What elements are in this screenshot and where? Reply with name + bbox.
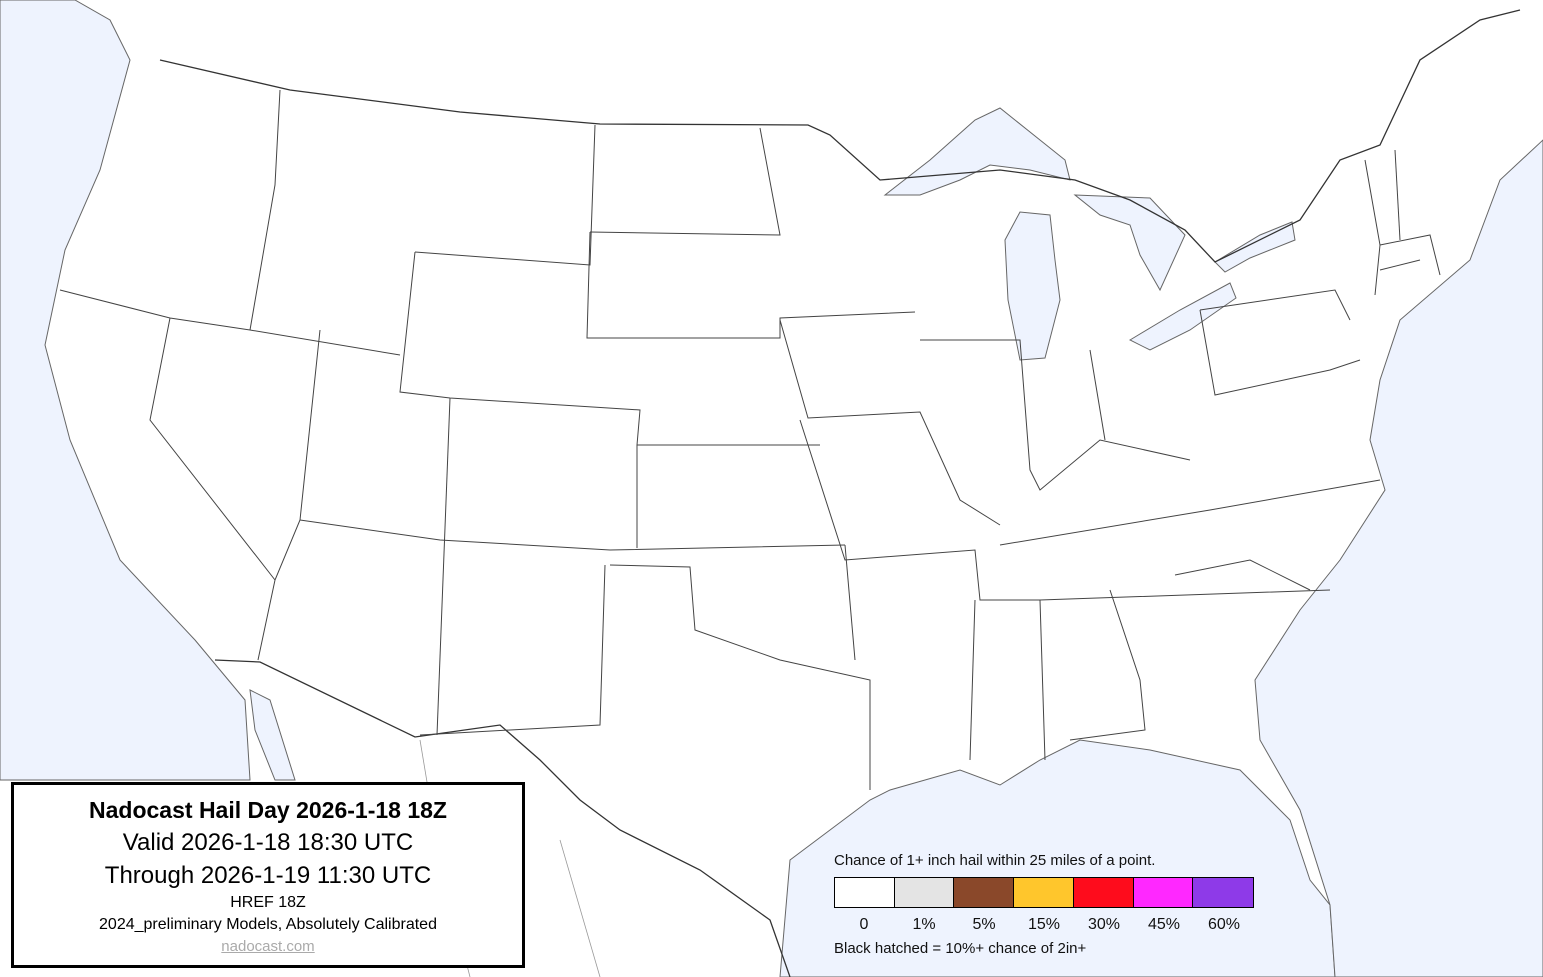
valid-time: Valid 2026-1-18 18:30 UTC — [122, 829, 414, 856]
calibration-note: 2024_preliminary Models, Absolutely Cali… — [99, 916, 437, 933]
forecast-info-box: Nadocast Hail Day 2026-1-18 18Z Valid 20… — [11, 782, 525, 968]
lake-ontario — [1214, 221, 1296, 273]
legend-label: 60% — [1207, 916, 1241, 933]
legend-label: 0 — [859, 916, 869, 933]
legend-swatch-5 — [954, 878, 1015, 907]
legend-swatch-60 — [1193, 878, 1254, 907]
lake-michigan — [1004, 211, 1061, 361]
legend-swatch-15 — [1014, 878, 1074, 907]
legend-caption: Chance of 1+ inch hail within 25 miles o… — [834, 852, 1156, 869]
lake-erie — [1128, 282, 1237, 351]
legend-swatch-30 — [1073, 878, 1134, 907]
gulf-of-mexico — [779, 739, 1336, 977]
legend-labels: 0 1% 5% 15% 30% 45% 60% — [834, 916, 1254, 934]
atlantic-ocean — [1254, 139, 1543, 977]
legend-label: 5% — [972, 916, 996, 933]
hatch-note: Black hatched = 10%+ chance of 2in+ — [834, 940, 1087, 957]
through-time: Through 2026-1-19 11:30 UTC — [104, 862, 432, 889]
lake-huron — [1073, 194, 1186, 292]
legend-label: 15% — [1027, 916, 1061, 933]
probability-legend: Chance of 1+ inch hail within 25 miles o… — [834, 852, 1254, 957]
mexico-border — [214, 659, 791, 977]
legend-swatch-45 — [1133, 878, 1194, 907]
gulf-of-california — [249, 689, 296, 781]
forecast-title: Nadocast Hail Day 2026-1-18 18Z — [89, 797, 447, 823]
legend-swatch-0 — [835, 878, 895, 907]
lake-superior — [883, 107, 1071, 196]
nadocast-link[interactable]: nadocast.com — [221, 938, 315, 955]
legend-color-bar — [834, 877, 1254, 908]
legend-label: 30% — [1087, 916, 1121, 933]
pacific-ocean — [0, 0, 251, 781]
legend-swatch-1 — [894, 878, 955, 907]
model-run: HREF 18Z — [230, 894, 306, 911]
legend-label: 45% — [1147, 916, 1181, 933]
legend-label: 1% — [912, 916, 936, 933]
canada-border — [159, 9, 1521, 263]
